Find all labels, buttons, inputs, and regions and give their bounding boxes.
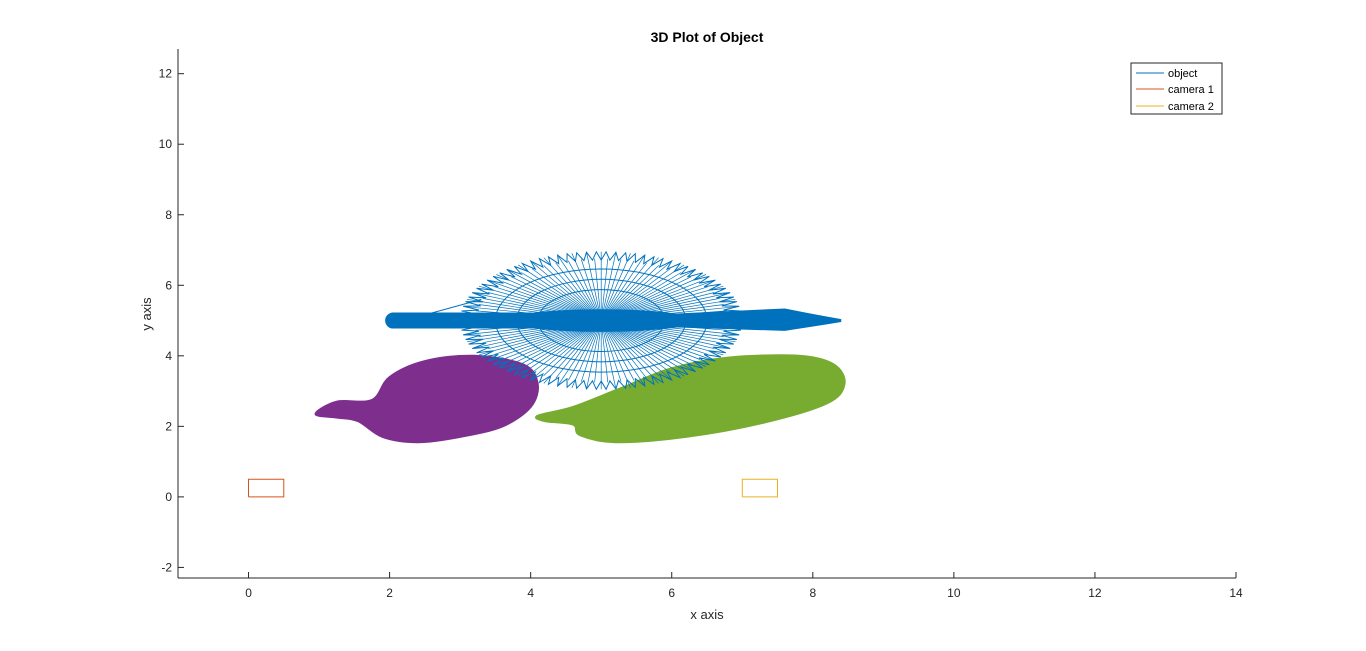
plot-area (248, 250, 846, 498)
legend-label-camera-1: camera 1 (1168, 84, 1214, 96)
x-ticks: 0 2 4 6 8 10 12 14 (245, 572, 1243, 600)
object-connector (410, 298, 482, 320)
axes: 0 2 4 6 8 10 12 14 -2 0 2 4 6 8 10 12 (159, 49, 1243, 600)
legend-label-camera-2: camera 2 (1168, 101, 1214, 113)
projection-green (534, 354, 846, 444)
object-ring (494, 268, 708, 373)
x-tick-label: 6 (668, 586, 675, 600)
x-tick-label: 10 (947, 586, 961, 600)
legend-label-object: object (1168, 68, 1197, 80)
y-tick-label: 10 (159, 137, 173, 151)
y-tick-label: 8 (165, 208, 172, 222)
y-tick-label: 6 (165, 278, 172, 292)
y-tick-label: 4 (165, 349, 172, 363)
y-axis-label: y axis (139, 297, 154, 331)
x-axis-label: x axis (690, 607, 724, 622)
projection-purple (314, 354, 539, 444)
y-tick-label: -2 (161, 560, 172, 574)
y-ticks: -2 0 2 4 6 8 10 12 (159, 67, 184, 574)
x-tick-label: 4 (527, 586, 534, 600)
y-tick-label: 12 (159, 67, 173, 81)
x-tick-label: 14 (1229, 586, 1243, 600)
object-core (505, 309, 697, 332)
y-tick-label: 2 (165, 419, 172, 433)
y-tick-label: 0 (165, 490, 172, 504)
chart-title: 3D Plot of Object (651, 29, 764, 45)
x-tick-label: 12 (1088, 586, 1102, 600)
series-camera-1 (248, 478, 285, 498)
legend: object camera 1 camera 2 (1130, 62, 1223, 115)
x-tick-label: 0 (245, 586, 252, 600)
series-object (385, 250, 842, 391)
x-tick-label: 8 (809, 586, 816, 600)
object-rim (460, 250, 743, 391)
x-tick-label: 2 (386, 586, 393, 600)
series-camera-2 (741, 478, 778, 498)
